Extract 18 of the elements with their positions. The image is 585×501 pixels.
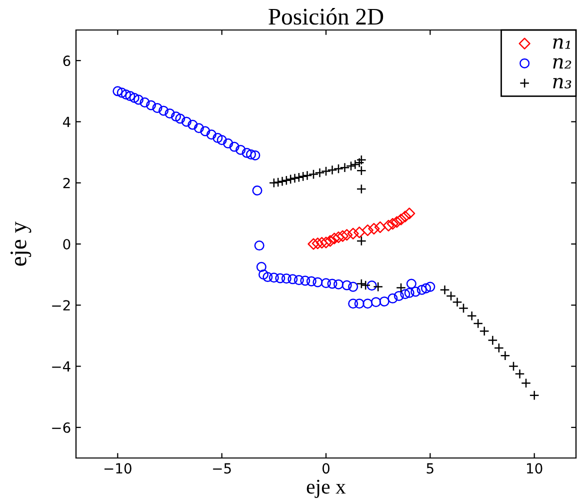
y-tick-label: 4 [62, 116, 70, 127]
y-tick-label: 6 [63, 56, 70, 66]
y-tick-label: −4 [52, 361, 70, 372]
legend-label: n₃ [553, 78, 572, 88]
y-axis-title: eje y [10, 221, 32, 266]
y-tick-label: −6 [52, 422, 70, 433]
x-tick-label: −5 [213, 463, 231, 474]
y-tick-label: 2 [63, 178, 70, 188]
legend-label: n₂ [553, 58, 572, 69]
x-tick-label: 5 [426, 463, 434, 474]
y-tick-label: 0 [63, 238, 70, 250]
x-tick-label: 0 [322, 463, 330, 474]
y-tick-label: −2 [52, 300, 70, 310]
chart-title: Posición 2D [268, 8, 384, 25]
x-axis-title: eje x [306, 480, 346, 498]
x-tick-label: −10 [104, 463, 132, 474]
x-tick-label: 10 [527, 463, 542, 474]
legend-label: n₁ [553, 38, 570, 49]
